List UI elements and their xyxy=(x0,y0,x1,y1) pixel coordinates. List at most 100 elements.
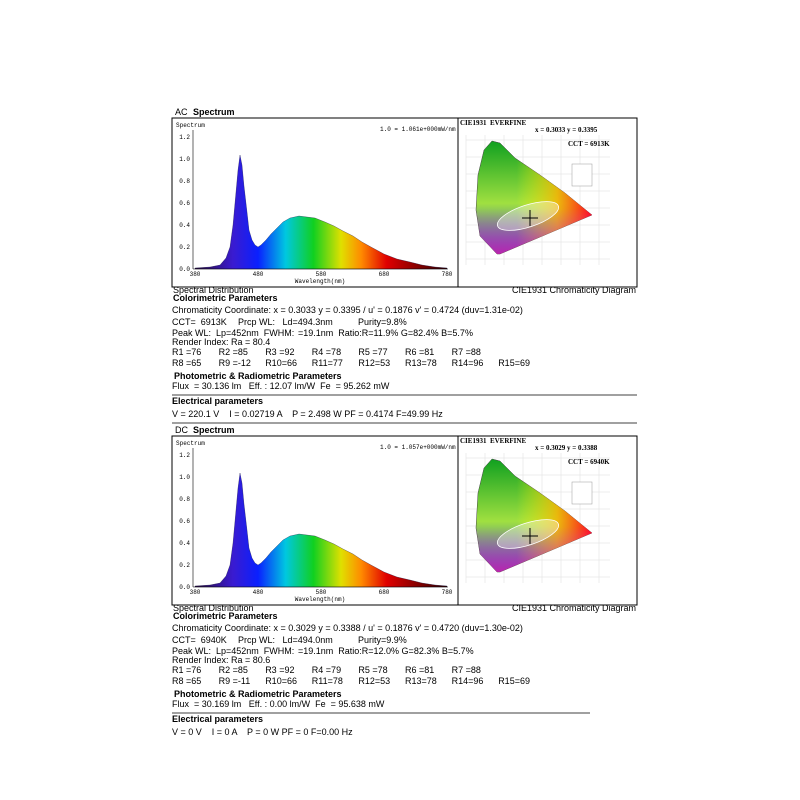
cie-coords: x = 0.3033 y = 0.3395 xyxy=(535,126,598,134)
section-source: AC xyxy=(175,107,188,117)
x-tick-label: 780 xyxy=(442,271,453,278)
r-value: R5 =78 xyxy=(358,665,387,675)
spectrum-xlabel: Wavelength(nm) xyxy=(295,278,345,285)
peak-item: Peak WL: Lp=452nm FWHM: xyxy=(172,328,294,338)
y-tick-label: 0.0 xyxy=(179,584,190,591)
cie-legend xyxy=(571,481,593,505)
y-tick-label: 1.0 xyxy=(179,156,190,163)
r-value: R8 =65 xyxy=(172,358,201,368)
y-tick-label: 0.6 xyxy=(179,518,190,525)
r-value: R9 =-12 xyxy=(219,358,251,368)
photometric-values: Flux = 30.169 lm Eff. : 0.00 lm/W Fe = 9… xyxy=(172,699,385,709)
x-tick-label: 380 xyxy=(190,589,201,596)
cct-item: CCT= 6913K xyxy=(172,317,227,327)
r-value: R10=66 xyxy=(265,676,297,686)
y-tick-label: 0.2 xyxy=(179,562,190,569)
cie-caption: CIE1931 Chromaticity Diagram xyxy=(512,285,636,295)
section-title: Spectrum xyxy=(193,425,235,435)
spectrum-ylabel: Spectrum xyxy=(176,122,205,129)
x-tick-label: 480 xyxy=(253,271,264,278)
x-tick-label: 380 xyxy=(190,271,201,278)
r-value: R13=78 xyxy=(405,358,437,368)
r-value: R10=66 xyxy=(265,358,297,368)
chromaticity-line: Chromaticity Coordinate: x = 0.3033 y = … xyxy=(172,305,523,315)
electrical-values: V = 0 V I = 0 A P = 0 W PF = 0 F=0.00 Hz xyxy=(172,727,353,737)
x-tick-label: 680 xyxy=(379,589,390,596)
photometric-title: Photometric & Radiometric Parameters xyxy=(174,689,342,699)
r-value: R11=77 xyxy=(312,358,343,368)
r-value: R4 =79 xyxy=(312,665,341,675)
section-title: Spectrum xyxy=(193,107,235,117)
spectrum-curve xyxy=(194,472,448,588)
cct-item: Purity=9.9% xyxy=(358,635,407,645)
x-tick-label: 580 xyxy=(316,271,327,278)
colorimetric-title: Colorimetric Parameters xyxy=(173,293,278,303)
y-tick-label: 0.8 xyxy=(179,178,190,185)
cct-item: Prcp WL: Ld=494.3nm xyxy=(238,317,333,327)
r-value: R2 =85 xyxy=(219,347,248,357)
peak-item: Peak WL: Lp=452nm FWHM: xyxy=(172,646,294,656)
section-source: DC xyxy=(175,425,188,435)
cct-item: Purity=9.8% xyxy=(358,317,407,327)
r-value: R8 =65 xyxy=(172,676,201,686)
r-value: R12=53 xyxy=(358,358,390,368)
cie-header: CIE1931 EVERFINE xyxy=(460,437,526,445)
r-value: R6 =81 xyxy=(405,347,434,357)
chromaticity-line: Chromaticity Coordinate: x = 0.3029 y = … xyxy=(172,623,523,633)
r-value: R9 =-11 xyxy=(219,676,251,686)
peak-item: =19.1nm Ratio:R=12.0% G=82.3% B=5.7% xyxy=(298,646,474,656)
electrical-values: V = 220.1 V I = 0.02719 A P = 2.498 W PF… xyxy=(172,409,443,419)
electrical-title: Electrical parameters xyxy=(172,714,263,724)
r-value: R3 =92 xyxy=(265,347,294,357)
photometric-title: Photometric & Radiometric Parameters xyxy=(174,371,342,381)
spectrum-caption: Spectral Distribution xyxy=(173,603,254,613)
r-value: R2 =85 xyxy=(219,665,248,675)
r-value: R15=69 xyxy=(498,358,530,368)
r-value: R5 =77 xyxy=(358,347,387,357)
x-tick-label: 780 xyxy=(442,589,453,596)
x-tick-label: 680 xyxy=(379,271,390,278)
r-value: R14=96 xyxy=(452,358,484,368)
cie-header: CIE1931 EVERFINE xyxy=(460,119,526,127)
r-value: R3 =92 xyxy=(265,665,294,675)
colorimetric-title: Colorimetric Parameters xyxy=(173,611,278,621)
y-tick-label: 1.0 xyxy=(179,474,190,481)
y-tick-label: 0.6 xyxy=(179,200,190,207)
y-tick-label: 0.0 xyxy=(179,266,190,273)
r-value: R4 =78 xyxy=(312,347,341,357)
cie-cct: CCT = 6913K xyxy=(568,140,610,148)
y-tick-label: 0.4 xyxy=(179,222,190,229)
r-value: R12=53 xyxy=(358,676,390,686)
x-tick-label: 580 xyxy=(316,589,327,596)
r-value: R7 =88 xyxy=(452,347,481,357)
render-index: Render Index: Ra = 80.4 xyxy=(172,337,270,347)
cie-legend xyxy=(571,163,593,187)
spectrum-ylabel: Spectrum xyxy=(176,440,205,447)
electrical-title: Electrical parameters xyxy=(172,396,263,406)
y-tick-label: 1.2 xyxy=(179,134,190,141)
y-tick-label: 0.8 xyxy=(179,496,190,503)
x-tick-label: 480 xyxy=(253,589,264,596)
cie-caption: CIE1931 Chromaticity Diagram xyxy=(512,603,636,613)
r-value: R11=78 xyxy=(312,676,343,686)
report-section: DC Spectrum Spectrum 1.0 = 1.057e+000mW/nm 1… xyxy=(171,425,638,737)
cie-planck-region xyxy=(496,519,560,549)
spectrum-curve xyxy=(194,154,448,270)
cie-locus-purple xyxy=(476,459,592,572)
r-value: R6 =81 xyxy=(405,665,434,675)
render-index: Render Index: Ra = 80.6 xyxy=(172,655,270,665)
spectrum-scale-note: 1.0 = 1.057e+000mW/nm xyxy=(380,444,456,451)
y-tick-label: 0.2 xyxy=(179,244,190,251)
cie-planck-region xyxy=(496,201,560,231)
spectrum-caption: Spectral Distribution xyxy=(173,285,254,295)
peak-item: =19.1nm Ratio:R=11.9% G=82.4% B=5.7% xyxy=(298,328,473,338)
cct-item: CCT= 6940K xyxy=(172,635,227,645)
y-tick-label: 0.4 xyxy=(179,540,190,547)
photometric-values: Flux = 30.136 lm Eff. : 12.07 lm/W Fe = … xyxy=(172,381,390,391)
r-value: R13=78 xyxy=(405,676,437,686)
cie-locus-purple xyxy=(476,141,592,254)
spectrum-xlabel: Wavelength(nm) xyxy=(295,596,345,603)
spectrum-scale-note: 1.0 = 1.061e+000mW/nm xyxy=(380,126,456,133)
r-value: R15=69 xyxy=(498,676,530,686)
